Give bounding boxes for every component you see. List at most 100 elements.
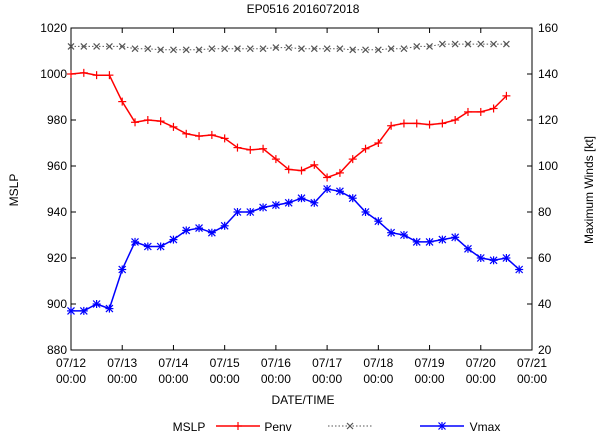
data-point-plus bbox=[399, 119, 408, 128]
y-tick-label: 940 bbox=[47, 205, 67, 219]
data-point-star bbox=[233, 208, 242, 216]
data-point-plus bbox=[169, 122, 178, 131]
data-point-plus bbox=[489, 104, 498, 113]
data-point-plus bbox=[105, 71, 114, 80]
series-unlabeled bbox=[67, 40, 510, 54]
legend-title: MSLP bbox=[173, 420, 206, 432]
data-point-star bbox=[438, 422, 446, 430]
chart-title: EP0516 2016072018 bbox=[247, 2, 360, 16]
data-point-cross bbox=[93, 42, 101, 50]
data-point-star bbox=[310, 198, 319, 207]
data-point-plus bbox=[67, 70, 75, 78]
y-tick-label: 920 bbox=[47, 251, 67, 265]
x-tick-label-time: 00:00 bbox=[415, 372, 445, 386]
data-point-star bbox=[515, 265, 524, 274]
x-tick-label-time: 00:00 bbox=[466, 372, 496, 386]
data-point-star bbox=[182, 226, 191, 235]
x-tick-label-time: 00:00 bbox=[363, 372, 393, 386]
data-point-cross bbox=[477, 40, 485, 48]
data-point-cross bbox=[144, 45, 152, 53]
data-point-cross bbox=[336, 45, 344, 53]
data-point-star bbox=[476, 254, 485, 262]
data-point-plus bbox=[451, 116, 460, 124]
x-tick-label: 07/14 bbox=[158, 356, 188, 370]
y2-tick-label: 160 bbox=[538, 21, 558, 35]
data-point-star bbox=[438, 235, 447, 244]
data-point-cross bbox=[285, 44, 293, 51]
data-point-star bbox=[131, 237, 140, 246]
data-point-plus bbox=[143, 116, 152, 124]
data-point-plus bbox=[118, 97, 127, 106]
data-point-plus bbox=[476, 107, 485, 116]
data-point-cross bbox=[298, 45, 305, 53]
data-point-plus bbox=[195, 132, 204, 141]
data-point-star bbox=[335, 187, 344, 196]
data-point-plus bbox=[131, 118, 140, 127]
x-tick-label-time: 00:00 bbox=[56, 372, 86, 386]
x-tick-label-time: 00:00 bbox=[517, 372, 547, 386]
data-point-plus bbox=[374, 139, 383, 147]
data-point-star bbox=[79, 306, 88, 315]
data-point-cross bbox=[259, 45, 267, 53]
data-point-cross bbox=[400, 45, 408, 53]
data-point-star bbox=[169, 235, 178, 244]
data-point-star bbox=[259, 203, 268, 212]
data-point-cross bbox=[490, 40, 498, 48]
data-point-star bbox=[451, 233, 460, 242]
x-tick-label: 07/21 bbox=[517, 356, 547, 370]
x-tick-label: 07/13 bbox=[107, 356, 137, 370]
data-point-plus bbox=[207, 130, 216, 139]
y2-tick-label: 60 bbox=[538, 251, 552, 265]
data-point-plus bbox=[412, 119, 421, 128]
data-point-star bbox=[220, 221, 229, 230]
data-point-star bbox=[92, 300, 101, 308]
data-point-star bbox=[207, 228, 216, 237]
x-tick-label: 07/16 bbox=[261, 356, 291, 370]
data-point-star bbox=[323, 185, 332, 193]
data-point-cross bbox=[105, 42, 113, 50]
data-point-plus bbox=[438, 119, 447, 128]
data-point-star bbox=[271, 201, 280, 210]
data-point-plus bbox=[156, 117, 165, 126]
data-point-cross bbox=[451, 40, 459, 48]
data-point-plus bbox=[502, 91, 511, 100]
data-point-cross bbox=[157, 46, 165, 54]
data-point-plus bbox=[182, 129, 191, 138]
data-point-plus bbox=[259, 144, 268, 153]
data-point-cross bbox=[464, 40, 472, 48]
data-point-plus bbox=[79, 68, 88, 77]
x-tick-label-time: 00:00 bbox=[210, 372, 240, 386]
legend-entry bbox=[328, 422, 372, 430]
data-point-cross bbox=[413, 42, 421, 50]
y-tick-label: 900 bbox=[47, 297, 67, 311]
y2-axis-label: Maximum Winds [kt] bbox=[582, 136, 596, 244]
data-point-plus bbox=[220, 134, 229, 143]
x-tick-label-time: 00:00 bbox=[312, 372, 342, 386]
data-point-plus bbox=[323, 173, 332, 182]
y-tick-label: 880 bbox=[47, 343, 67, 357]
data-point-cross bbox=[349, 46, 357, 54]
data-point-cross bbox=[362, 46, 369, 54]
y-axis-label: MSLP bbox=[7, 174, 21, 207]
data-point-star bbox=[284, 198, 293, 207]
data-point-plus bbox=[361, 144, 370, 153]
data-point-star bbox=[489, 256, 498, 265]
data-point-star bbox=[374, 217, 383, 226]
legend: MSLP Penv Vmax bbox=[173, 420, 501, 432]
data-point-cross bbox=[346, 422, 354, 430]
data-point-plus bbox=[92, 71, 101, 80]
x-axis-label: DATE/TIME bbox=[271, 393, 334, 407]
x-tick-label: 07/18 bbox=[363, 356, 393, 370]
x-tick-label: 07/12 bbox=[56, 356, 86, 370]
data-point-cross bbox=[131, 45, 139, 53]
y2-tick-label: 100 bbox=[538, 159, 558, 173]
data-point-star bbox=[246, 208, 255, 216]
x-tick-label-time: 00:00 bbox=[158, 372, 188, 386]
data-point-star bbox=[67, 306, 75, 315]
plot-series bbox=[67, 40, 524, 315]
data-point-cross bbox=[221, 45, 229, 53]
data-point-cross bbox=[272, 44, 280, 51]
data-point-cross bbox=[234, 45, 241, 53]
legend-label: Vmax bbox=[470, 420, 501, 432]
series-penv bbox=[67, 68, 511, 182]
